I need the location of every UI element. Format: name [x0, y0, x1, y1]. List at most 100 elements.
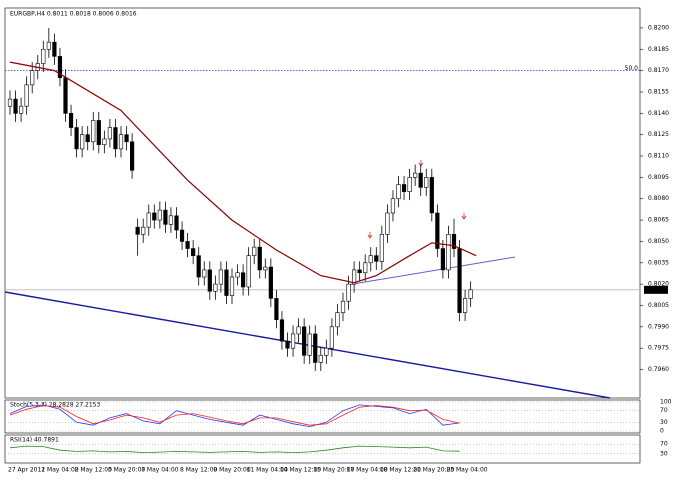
candle-body: [324, 347, 329, 356]
x-tick-label: 3 May 20:00: [108, 467, 146, 474]
candle-body: [302, 326, 307, 356]
candle-body: [196, 255, 201, 278]
x-tick-label: 11 May 04:00: [247, 467, 288, 474]
candle-body: [141, 226, 146, 235]
candle-body: [96, 120, 101, 145]
candle-body: [368, 255, 373, 264]
arrow: [461, 213, 467, 220]
candle-body: [290, 333, 296, 349]
candle-body: [390, 198, 396, 214]
y-tick-label: 70: [660, 407, 668, 414]
last-price-box: [644, 285, 668, 294]
candle-body: [135, 226, 140, 235]
candle-body: [418, 172, 423, 188]
last-price-label: 0.8016: [646, 286, 667, 293]
x-tick-label: 15 May 20:00: [313, 467, 354, 474]
main-panel: [4, 7, 641, 399]
candle-body: [396, 184, 401, 200]
rsi-panel: [4, 434, 641, 464]
candle-body: [429, 177, 434, 214]
y-tick-label: 0.8035: [648, 259, 669, 266]
level-label: 50.0: [625, 65, 639, 72]
candle-body: [157, 209, 162, 221]
candle-body: [313, 333, 318, 363]
candle-body: [457, 248, 462, 313]
y-tick-label: 0.8140: [648, 110, 669, 117]
candle-body: [285, 340, 290, 349]
candle-body: [152, 212, 157, 221]
y-tick-label: 0.8185: [648, 46, 669, 53]
x-tick-label: 21 May 20:00: [413, 467, 454, 474]
candle-body: [401, 184, 407, 192]
candle-body: [318, 354, 323, 363]
y-tick-label: 100: [660, 399, 672, 406]
candle-body: [68, 113, 74, 128]
candle-body: [30, 70, 35, 86]
y-tick-label: 0.8200: [648, 24, 669, 31]
candle-body: [451, 234, 457, 249]
candle-body: [118, 134, 124, 150]
candle-body: [379, 234, 384, 262]
rsi-title: RSI(14) 40.7891: [10, 437, 59, 444]
x-tick-label: 27 Apr 2012: [8, 467, 45, 474]
candle-body: [363, 262, 368, 274]
y-tick-label: 0.8050: [648, 238, 669, 245]
candle-body: [168, 215, 174, 225]
candle-body: [446, 234, 451, 271]
stoch-title: Stoch(5,3,3) 28.2828 27.2153: [10, 402, 101, 409]
y-tick-label: 30: [660, 419, 668, 426]
y-tick-label: 0.8080: [648, 195, 669, 202]
candle-body: [274, 298, 279, 321]
y-tick-label: 0.7990: [648, 323, 669, 330]
candle-body: [241, 272, 246, 288]
y-tick-label: 0.8095: [648, 174, 669, 181]
candle-body: [91, 120, 96, 143]
x-tick-label: 8 May 12:00: [180, 467, 218, 474]
trend-line: [4, 291, 611, 399]
candle-body: [462, 298, 468, 313]
candle-body: [102, 138, 107, 145]
x-tick-label: 17 May 04:00: [347, 467, 388, 474]
candle-body: [218, 269, 224, 285]
x-tick-label: 7 May 04:00: [141, 467, 179, 474]
arrow: [367, 232, 373, 239]
y-tick-label: 0.8125: [648, 131, 669, 138]
neckline: [346, 256, 516, 286]
candle-body: [107, 127, 112, 140]
candle-body: [185, 241, 190, 249]
candle-body: [7, 98, 13, 107]
candle-body: [57, 56, 63, 79]
candle-body: [124, 134, 129, 143]
candle-body: [435, 212, 440, 249]
candle-body: [202, 269, 207, 278]
y-tick-label: 0.8020: [648, 281, 669, 288]
candle-body: [357, 269, 362, 274]
candle-body: [407, 177, 412, 192]
y-tick-label: 70: [660, 441, 668, 448]
y-tick-label: 0.8110: [648, 153, 669, 160]
y-tick-label: 0.8170: [648, 67, 669, 74]
candle-body: [335, 312, 340, 328]
candle-body: [130, 141, 135, 171]
x-tick-label: 18 May 12:00: [380, 467, 421, 474]
candle-body: [80, 134, 85, 150]
y-tick-label: 30: [660, 450, 668, 457]
candle-body: [235, 272, 240, 278]
candle-body: [346, 283, 351, 302]
x-tick-label: 2 May 12:00: [75, 467, 113, 474]
indicator-line: [9, 445, 460, 454]
candle-body: [41, 48, 46, 64]
candle-body: [174, 215, 179, 231]
indicator-line: [9, 405, 460, 426]
candle-body: [74, 127, 79, 150]
candle-body: [246, 255, 251, 288]
moving-average: [9, 61, 477, 284]
candle-body: [385, 212, 390, 235]
candle-body: [191, 248, 196, 256]
x-tick-label: 14 May 12:00: [280, 467, 321, 474]
candle-body: [307, 333, 312, 356]
candle-body: [52, 41, 57, 57]
candle-body: [229, 276, 235, 296]
candle-body: [351, 269, 357, 285]
candle-body: [85, 134, 90, 143]
